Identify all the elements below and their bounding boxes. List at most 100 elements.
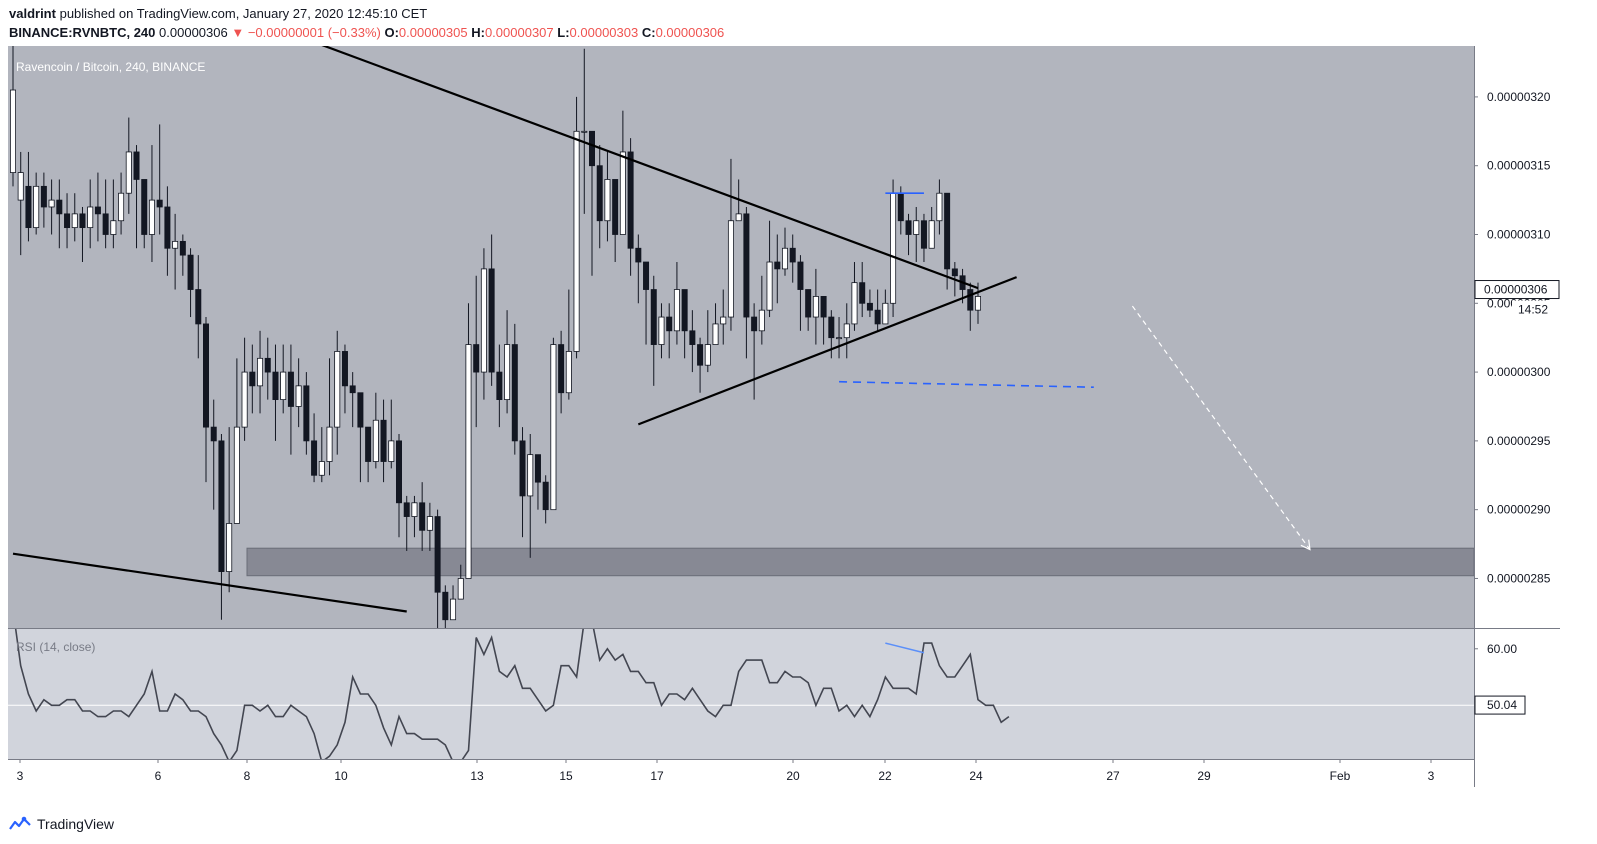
candle [697,337,704,393]
candle [48,179,55,235]
candle-body [843,323,850,339]
candle [40,172,47,228]
candle-body [334,351,341,428]
candle-body [326,426,333,462]
candle [33,172,40,235]
candle-body [558,344,565,394]
candle-body [805,289,812,318]
time-tick-label: 24 [969,769,983,783]
down-arrow-icon: ▼ [231,25,245,40]
brand-footer[interactable]: TradingView [9,816,114,832]
price-tick-label: 0.00000310 [1487,227,1551,241]
candle-body [411,502,418,517]
candle-body [210,426,217,442]
candle-body [666,316,673,332]
candle-body [341,351,348,387]
candle-body [388,440,395,462]
candle-body [148,199,155,235]
symbol-label[interactable]: BINANCE:RVNBTC, 240 [9,25,156,40]
candle [766,220,773,318]
candle-body [975,296,982,311]
time-tick-label: 8 [244,769,251,783]
candle-body [766,261,773,311]
candle-body [380,419,387,462]
candle-body [295,385,302,407]
candle [619,110,626,235]
candle [928,206,935,249]
candle-body [40,185,47,208]
candle [380,399,387,483]
candle-body [697,344,704,366]
candle-body [859,282,866,304]
candle-body [596,165,603,222]
candle-body [187,254,194,290]
candle [727,158,734,331]
time-tick-label: Feb [1330,769,1351,783]
close-label: C: [641,25,656,40]
candle-body [967,289,974,311]
candle [836,317,843,359]
horizontal-level [839,380,1094,389]
candle [905,213,912,256]
candle-body [589,130,596,167]
candle-body [287,371,294,407]
candle [187,248,194,318]
candle-body [720,316,727,325]
candle-body [828,316,835,339]
candle-body [457,578,464,600]
candle-body [573,130,580,352]
candle [589,130,596,276]
candle-body [658,316,665,345]
candle [87,179,94,249]
author-name[interactable]: valdrint [9,6,56,21]
candle-body [110,220,117,235]
candle-body [565,351,572,394]
candle [496,344,503,428]
candle [627,138,634,276]
candle [890,179,897,318]
candle-body [866,302,873,311]
candle-body [643,261,650,290]
candle-body [249,371,256,387]
candle [241,337,248,441]
trendline [12,552,407,613]
candle-body [164,206,171,249]
candle [681,289,688,359]
candle [782,227,789,276]
candle [851,262,858,331]
candle-body [450,598,457,621]
candle [527,434,534,558]
candle [797,255,804,331]
candle [635,234,642,304]
candle [264,337,271,400]
candle [967,282,974,331]
candle-body [820,296,827,318]
candle [372,392,379,469]
last-price: 0.00000306 [159,25,228,40]
candle-body [141,179,148,235]
candle [573,96,580,359]
candle [689,310,696,373]
candle-body [650,289,657,345]
candle-body [226,523,233,572]
candle-body [905,220,912,235]
candle-body [689,330,696,345]
trendline [637,276,1017,426]
candle [550,337,557,511]
candle [218,434,225,620]
time-tick-label: 10 [334,769,348,783]
candle [465,303,472,579]
candle-body [71,213,78,229]
candle [179,234,186,276]
publish-line: valdrint published on TradingView.com, J… [9,6,427,21]
time-tick-label: 3 [1428,769,1435,783]
candle-body [25,185,32,229]
countdown-label: 14:52 [1518,303,1548,317]
candle-body [233,426,240,524]
candle [71,193,78,242]
candle [64,193,71,249]
candle [565,289,572,400]
candle [326,358,333,476]
open-value: 0.00000305 [398,25,468,40]
